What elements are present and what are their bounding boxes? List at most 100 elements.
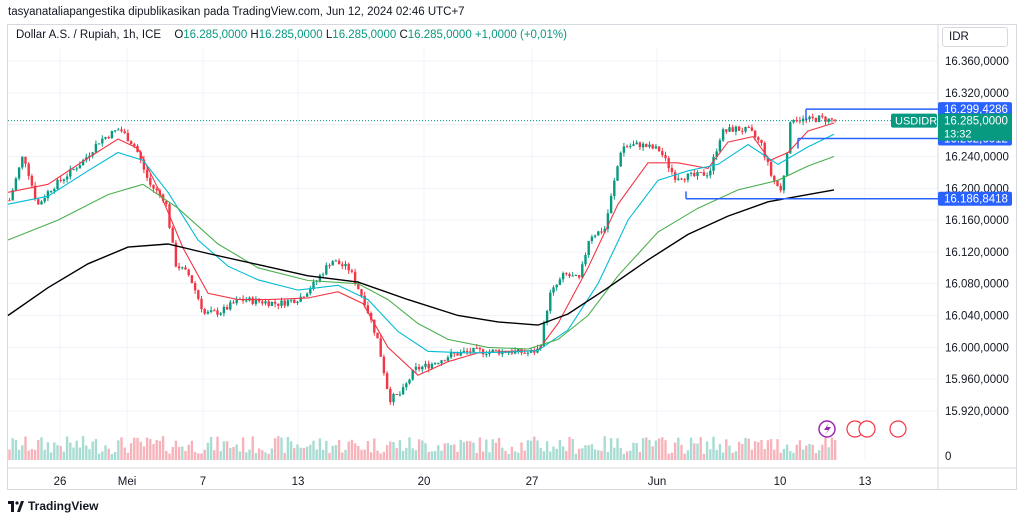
volume-bar (533, 436, 536, 460)
y-tick-label: 16.000,0000 (945, 342, 1009, 354)
candle-body (347, 263, 350, 271)
volume-bar (158, 441, 162, 460)
candle-body (75, 168, 78, 170)
candle-body (734, 126, 738, 132)
candle-body (808, 116, 811, 120)
y-tick-label: 16.240,0000 (945, 151, 1009, 163)
volume-bar (53, 442, 56, 460)
candle-body (798, 120, 802, 122)
candle-body (702, 172, 706, 176)
attribution-text: tasyanataliapangestika dipublikasikan pa… (8, 6, 465, 18)
candle-body (517, 348, 520, 351)
volume-bar (302, 448, 306, 460)
candle-body (139, 152, 142, 160)
volume-bar (449, 444, 453, 460)
volume-bar (558, 439, 562, 460)
us-flag-icon[interactable] (889, 420, 907, 438)
candle-body (133, 144, 136, 146)
volume-bar (629, 450, 632, 460)
volume-bar (670, 452, 674, 460)
candle-body (565, 273, 568, 275)
y-tick-label: 15.960,0000 (945, 374, 1009, 386)
symbol-title[interactable]: Dollar A.S. / Rupiah, 1h, ICE (16, 29, 162, 41)
volume-bar (280, 437, 283, 460)
volume-bar (555, 448, 558, 460)
volume-bar (673, 442, 677, 460)
price-label-text: 16.299,4286 (944, 104, 1008, 116)
candle-body (814, 117, 818, 122)
volume-bar (283, 452, 286, 460)
volume-bar (638, 451, 642, 460)
volume-bar (577, 448, 581, 460)
volume-bar (17, 449, 21, 460)
candle-body (526, 352, 530, 354)
volume-bar (635, 443, 638, 460)
volume-bar (622, 453, 626, 460)
volume-bar (769, 439, 773, 460)
volume-bar (369, 452, 373, 460)
volume-bar (222, 441, 226, 460)
moving-average-slow (7, 155, 835, 350)
candle-body (190, 275, 194, 284)
tradingview-brand[interactable]: TradingView (8, 499, 98, 513)
candle-body (693, 172, 696, 177)
volume-bar (193, 452, 197, 460)
candle-body (673, 172, 677, 180)
volume-bar (341, 452, 344, 460)
close-label: C (399, 29, 408, 41)
price-chart[interactable]: 16.360,000016.320,000016.280,000016.240,… (0, 0, 1024, 492)
volume-bar (72, 447, 75, 460)
volume-bar (181, 446, 184, 460)
candle-body (385, 373, 389, 389)
y-tick-label: 16.160,0000 (945, 215, 1009, 227)
volume-bar (801, 449, 805, 460)
candle-body (696, 172, 699, 177)
volume-bar (814, 453, 818, 460)
volume-bar (747, 438, 750, 460)
last-price-text: 16.285,0000 (944, 116, 1008, 128)
y-tick-label: 16.080,0000 (945, 279, 1009, 291)
candle-body (94, 143, 98, 153)
volume-bar (472, 442, 475, 460)
moving-average-long (7, 189, 835, 326)
volume-bar (97, 453, 101, 460)
volume-bar (776, 439, 779, 460)
candle-body (424, 363, 427, 367)
volume-bar (433, 451, 437, 460)
candle-body (552, 287, 555, 293)
volume-bar (366, 440, 370, 460)
volume-bar (289, 441, 293, 460)
volume-bar (715, 450, 718, 460)
candle-body (651, 144, 654, 149)
candle-body (398, 394, 402, 396)
volume-bar (734, 451, 738, 460)
volume-bar (190, 440, 194, 460)
volume-bar (200, 453, 203, 460)
volume-bar (536, 440, 539, 460)
candle-body (289, 299, 293, 301)
volume-bar (184, 451, 187, 460)
candle-body (686, 173, 690, 180)
candle-body (395, 393, 398, 395)
currency-button[interactable]: IDR (942, 27, 1008, 47)
candle-body (37, 199, 40, 205)
us-flag-icon[interactable] (858, 420, 876, 438)
volume-bar (91, 441, 94, 460)
candle-body (17, 167, 21, 179)
candle-body (277, 303, 280, 306)
volume-bar (667, 453, 670, 460)
countdown-text: 13:32 (944, 129, 972, 141)
x-tick-label: 13 (859, 476, 872, 488)
volume-bar (139, 441, 142, 460)
volume-bar (411, 448, 414, 460)
volume-bar (606, 451, 610, 460)
candle-body (776, 180, 779, 187)
y-tick-label: 16.120,0000 (945, 247, 1009, 259)
candle-body (334, 260, 338, 262)
volume-bar (757, 442, 760, 460)
candle-body (613, 180, 616, 197)
volume-bar (299, 447, 302, 460)
volume-bar (808, 443, 811, 460)
volume-bar (117, 440, 120, 460)
candle-body (577, 275, 581, 278)
